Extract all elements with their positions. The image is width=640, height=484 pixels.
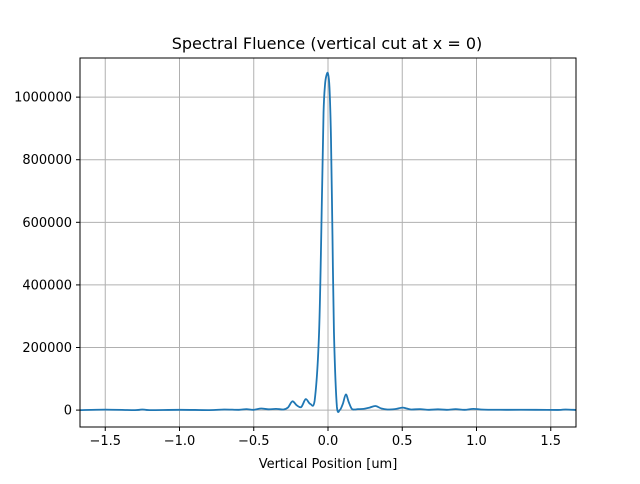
y-tick-label: 0 bbox=[64, 404, 72, 419]
y-tick-label: 600000 bbox=[22, 216, 72, 231]
x-tick-label: −1.5 bbox=[89, 434, 121, 449]
series-line bbox=[79, 71, 577, 413]
y-tick-label: 200000 bbox=[22, 341, 72, 356]
y-tick-label: 1000000 bbox=[14, 91, 72, 106]
chart-title: Spectral Fluence (vertical cut at x = 0) bbox=[172, 34, 483, 53]
x-tick-label: −0.5 bbox=[238, 434, 270, 449]
tick-layer: −1.5 −1.0 −0.5 0.0 0.5 1.0 1.5 0 200000 400000 600… bbox=[14, 91, 561, 449]
x-axis-label: Vertical Position [um] bbox=[259, 457, 398, 472]
x-tick-label: 0.0 bbox=[318, 434, 339, 449]
grid-layer bbox=[80, 58, 576, 427]
y-tick-label: 800000 bbox=[22, 153, 72, 168]
x-tick-label: 0.5 bbox=[392, 434, 413, 449]
x-tick-label: −1.0 bbox=[164, 434, 196, 449]
series-layer bbox=[79, 71, 577, 413]
x-tick-label: 1.0 bbox=[466, 434, 487, 449]
x-tick-label: 1.5 bbox=[540, 434, 561, 449]
y-tick-label: 400000 bbox=[22, 278, 72, 293]
